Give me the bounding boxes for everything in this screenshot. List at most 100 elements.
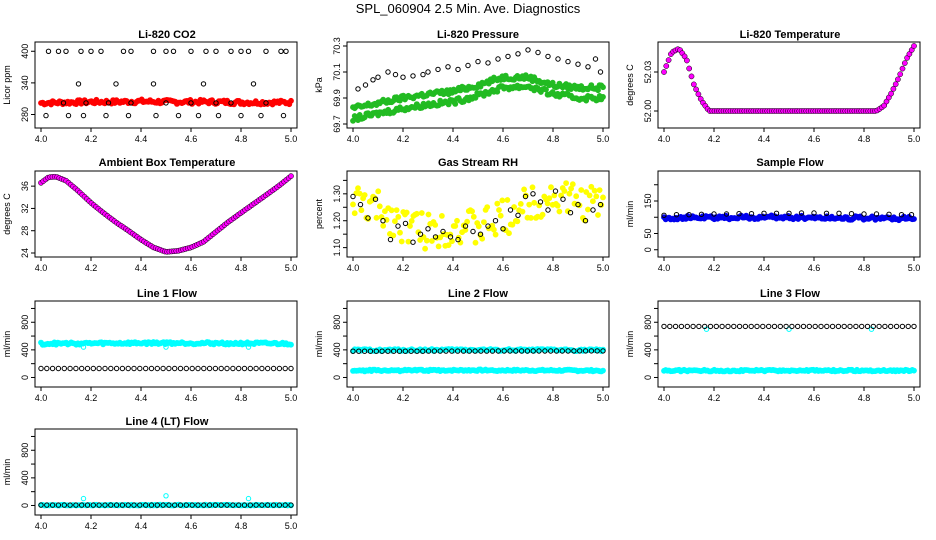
x-tick-label: 4.6 [185,134,198,144]
data-point [253,365,259,372]
data-point [501,348,507,354]
data-point [435,243,442,250]
data-point [524,348,531,354]
data-point [432,234,439,240]
panel-line2: Line 2 Flow 4.0 4.2 4.4 4.6 4.8 5.0 0 400 800 ml/… [314,288,610,403]
data-point [396,348,403,354]
x-tick-label: 4.2 [397,263,410,273]
data-point [531,199,538,206]
data-point [148,502,155,508]
data-point [119,502,126,508]
data-point [361,192,368,198]
plot-frame [346,41,610,129]
data-point [449,348,455,354]
data-point [373,214,380,221]
data-point [38,365,44,372]
data-point [684,57,690,64]
data-point [470,213,477,220]
data-point [595,212,601,218]
plot-frame [657,300,921,388]
data-point [125,502,131,508]
data-point [166,502,172,508]
data-point [125,365,131,372]
x-tick-label: 5.0 [597,393,610,403]
data-point [563,180,569,186]
data-point [61,365,68,372]
data-point [228,48,234,54]
data-point [212,365,219,372]
x-tick-label: 4.0 [347,393,360,403]
data-point [567,210,574,216]
panel-title-li820-temp: Li-820 Temperature [740,29,841,41]
plot-frame [34,300,298,388]
data-point [38,502,44,508]
panel-box-temp: Ambient Box Temperature 4.0 4.2 4.4 4.6 4.8 5… [2,157,298,273]
data-point [544,200,551,207]
x-tick-label: 4.8 [547,134,560,144]
data-point [506,230,512,237]
data-point [690,81,697,88]
data-point [213,48,219,54]
data-point [60,100,67,106]
y-axis-label: ml/min [314,331,324,358]
x-tick-label: 4.0 [347,134,360,144]
data-point [350,201,356,208]
data-point [911,43,917,49]
data-point [228,100,234,106]
plot-frame [346,170,610,258]
data-point [250,81,257,87]
data-point [80,344,87,350]
x-tick-label: 5.0 [908,393,921,403]
x-tick-label: 4.4 [758,393,771,403]
data-point [265,365,271,372]
data-point [600,346,606,353]
panel-line4: Line 4 (LT) Flow 4.0 4.2 4.4 4.6 4.8 5.0 0 400 8… [2,416,298,531]
data-point [661,212,667,219]
x-tick-label: 4.6 [808,134,821,144]
data-point [245,344,252,350]
data-point [67,365,73,372]
x-tick-label: 4.6 [497,263,510,273]
data-point [172,502,178,508]
data-point [390,232,397,239]
data-point [238,48,244,54]
data-point [888,323,894,330]
data-point [170,48,177,54]
data-point [500,226,506,232]
data-point [103,112,109,119]
data-point [73,365,79,372]
y-tick-label: 70.1 [332,63,342,81]
data-point [565,348,571,354]
data-point [723,211,730,217]
data-point [777,323,783,330]
data-point [789,323,795,330]
data-point [276,365,283,372]
panel-title-line2: Line 2 Flow [448,288,508,300]
x-tick-label: 4.6 [185,521,198,531]
data-point [462,227,469,233]
data-point [771,323,778,330]
data-point [719,323,725,330]
data-point [556,208,563,215]
data-point [593,193,600,200]
data-point [380,218,386,224]
data-point [288,173,294,179]
data-point [571,348,577,354]
data-point [137,502,143,508]
data-point [462,223,469,229]
y-tick-label: 52.03 [643,61,653,84]
data-point [148,365,155,372]
data-point [200,81,207,87]
data-point [120,48,127,54]
data-point [385,348,391,354]
data-point [420,71,426,78]
y-tick-label: 50 [643,228,653,238]
data-point [485,60,491,66]
data-point [766,323,772,330]
data-point [288,365,294,372]
data-point [754,323,760,330]
x-tick-label: 4.4 [135,134,148,144]
data-point [203,48,209,54]
data-point [437,348,443,354]
data-point [128,100,134,106]
